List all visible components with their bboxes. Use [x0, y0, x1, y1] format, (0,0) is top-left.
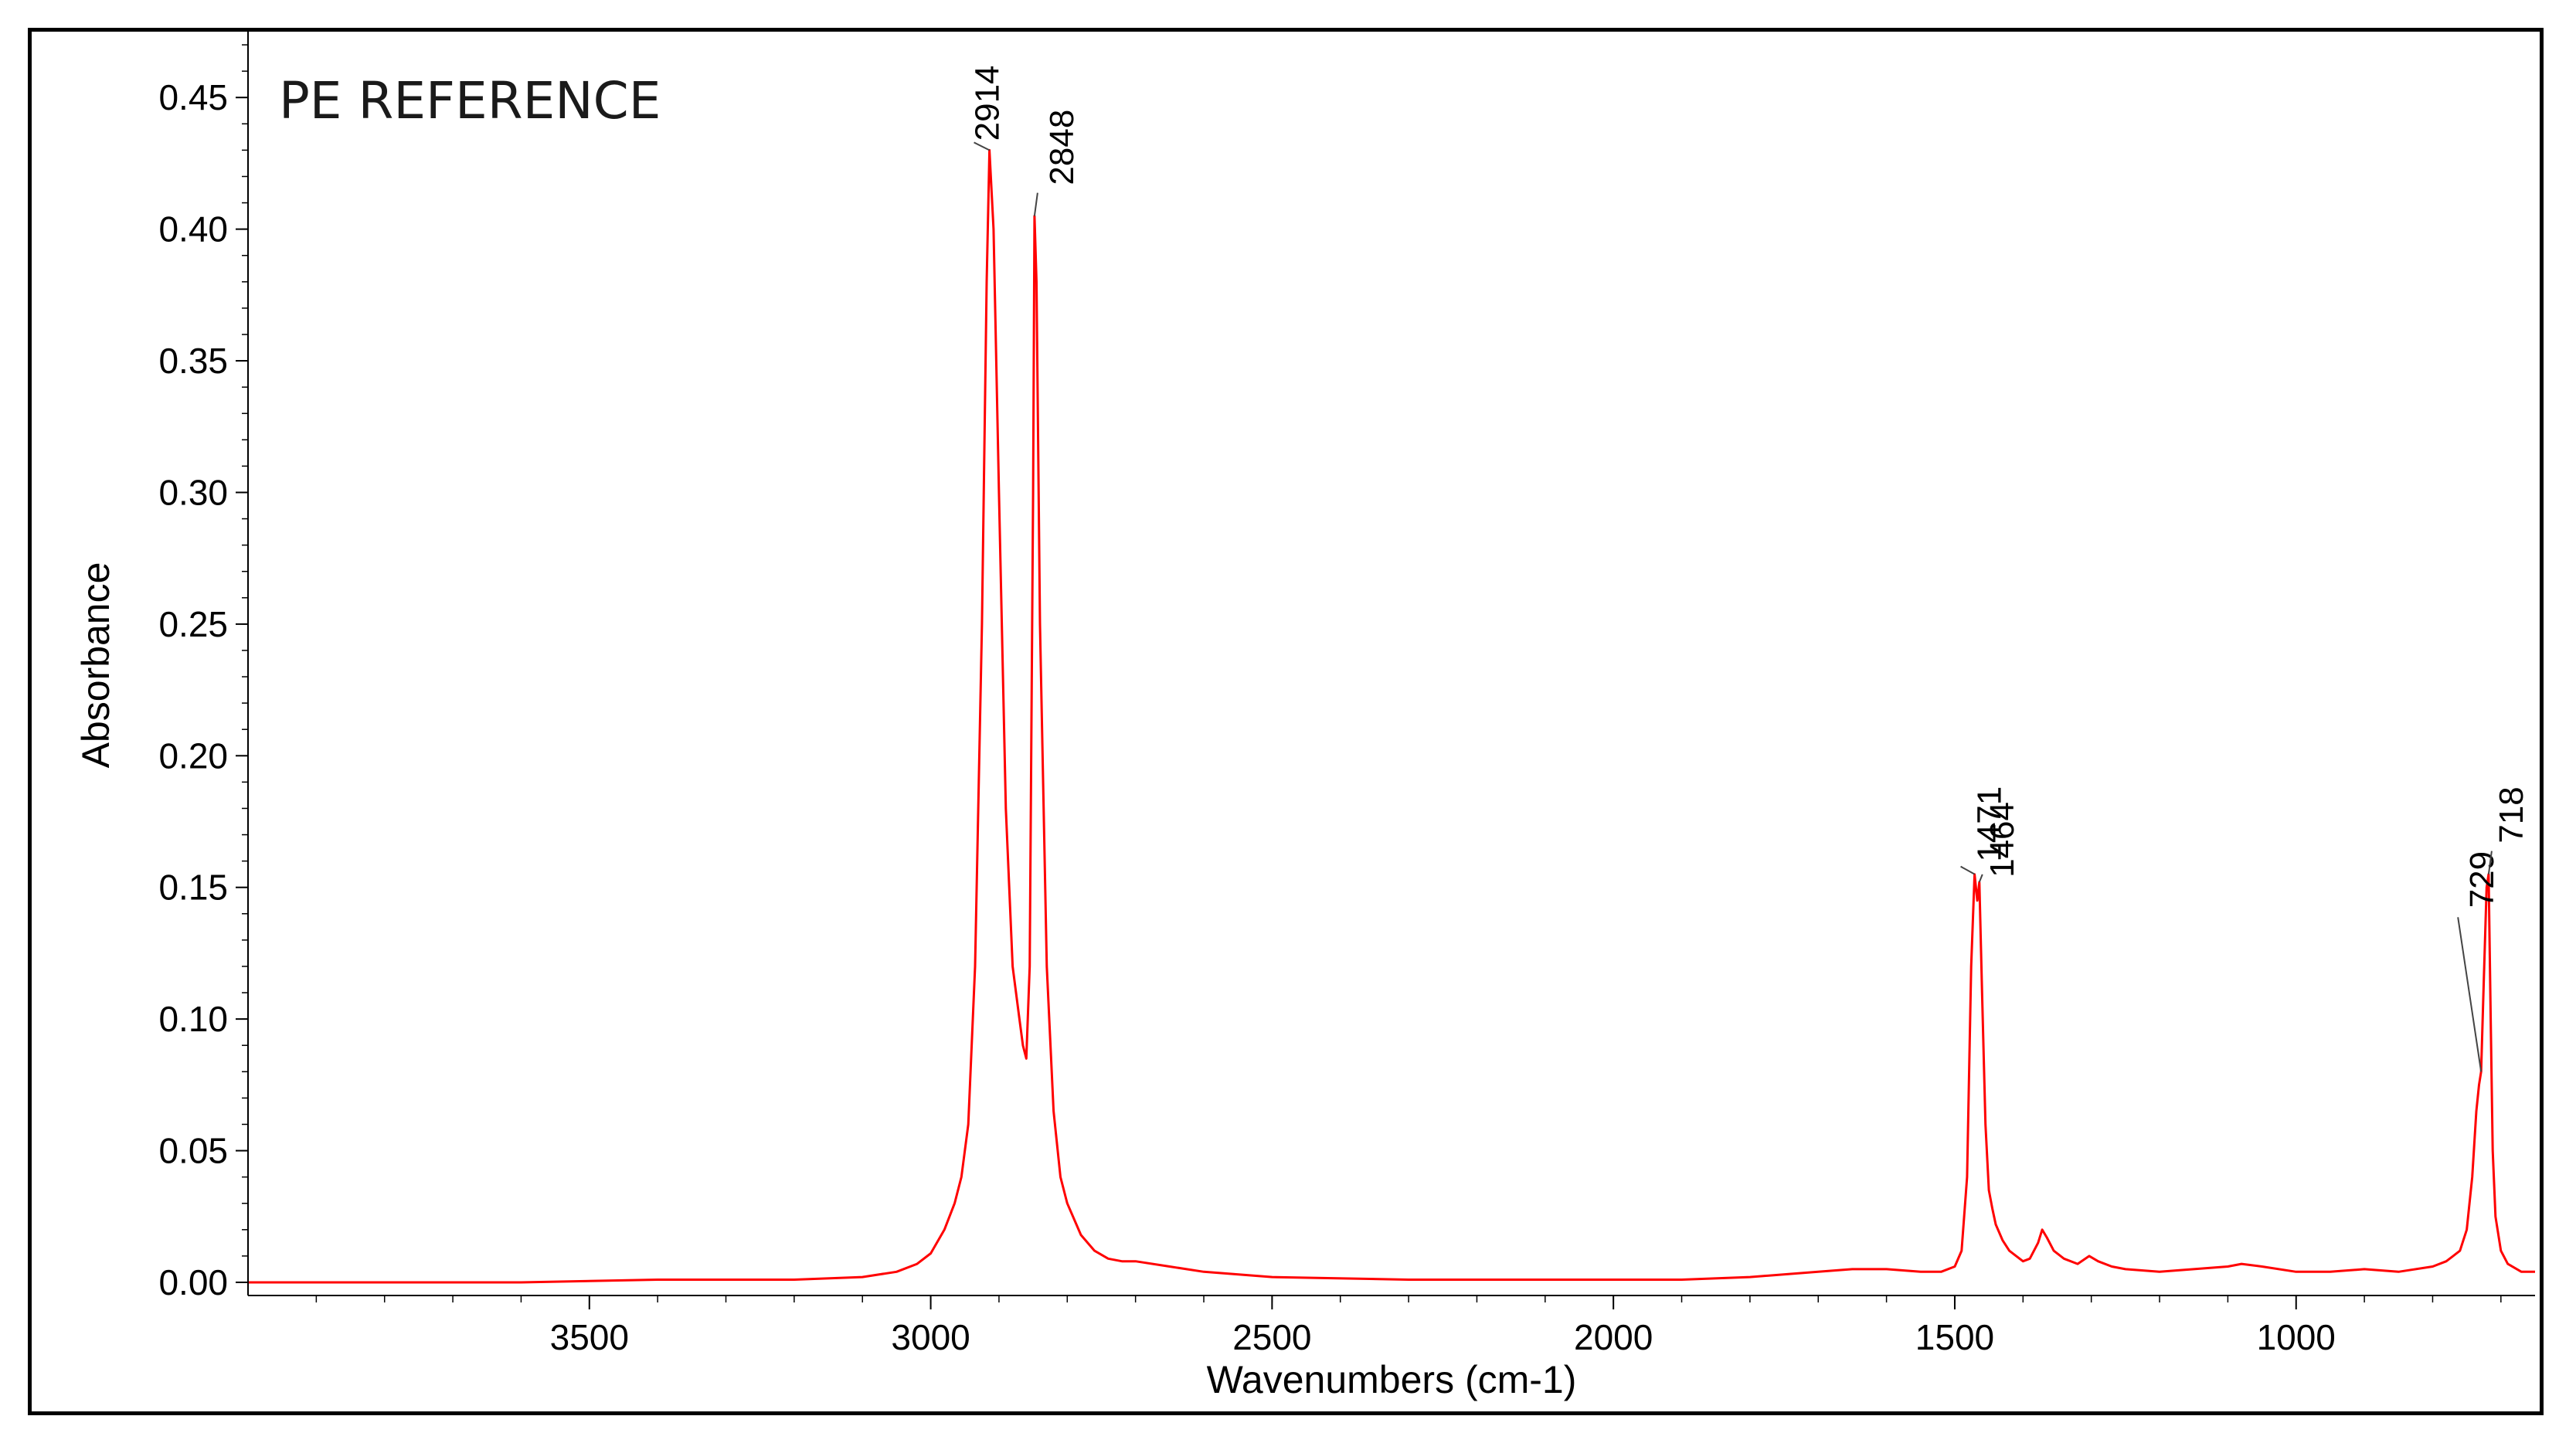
peak-leader-line	[974, 141, 991, 151]
y-tick-label: 0.15	[158, 868, 228, 908]
absorbance-spectrum-line	[248, 148, 2535, 1284]
peak-label: 1464	[1983, 802, 2021, 878]
chart-frame: 3500 3000 2500 2000 1500 1000 0.00 0.05 0.10 0.1…	[28, 28, 2544, 1415]
peak-leader-line	[2487, 851, 2493, 874]
peak-label: 729	[2463, 851, 2501, 908]
x-axis-ticks: 3500 3000 2500 2000 1500 1000	[315, 1295, 2502, 1357]
y-tick-label: 0.00	[158, 1262, 228, 1302]
peak-label: 2914	[969, 65, 1007, 141]
x-tick-label: 3000	[891, 1317, 970, 1357]
peak-label: 718	[2493, 786, 2530, 843]
plot-area	[248, 32, 2535, 1295]
y-tick-label: 0.45	[158, 77, 228, 117]
peak-leader-line	[1033, 192, 1038, 216]
y-axis-ticks: 0.00 0.05 0.10 0.15 0.20 0.25 0.30 0.35 0.40 0.45	[158, 44, 248, 1302]
x-tick-label: 2500	[1232, 1317, 1311, 1357]
y-tick-label: 0.40	[158, 209, 228, 250]
x-tick-label: 1500	[1915, 1317, 1994, 1357]
x-axis-title: Wavenumbers (cm-1)	[1207, 1358, 1577, 1401]
y-tick-label: 0.10	[158, 999, 228, 1039]
chart-title: PE REFERENCE	[279, 71, 661, 131]
peak-leader-line	[2457, 917, 2483, 1072]
y-axis-title: Absorbance	[74, 562, 117, 769]
y-tick-label: 0.25	[158, 604, 228, 644]
x-tick-label: 1000	[2257, 1317, 2336, 1357]
y-tick-label: 0.35	[158, 341, 228, 381]
y-tick-label: 0.05	[158, 1131, 228, 1171]
x-tick-label: 2000	[1574, 1317, 1653, 1357]
spectrum-chart: 3500 3000 2500 2000 1500 1000 0.00 0.05 0.10 0.1…	[74, 32, 2535, 1401]
y-tick-label: 0.30	[158, 472, 228, 512]
peak-leader-line	[1978, 874, 1983, 883]
peak-leader-line	[1960, 865, 1976, 875]
peak-label: 1471	[1971, 786, 2009, 862]
peak-label: 2848	[1043, 110, 1081, 185]
x-tick-label: 3500	[550, 1317, 629, 1357]
y-tick-label: 0.20	[158, 735, 228, 776]
